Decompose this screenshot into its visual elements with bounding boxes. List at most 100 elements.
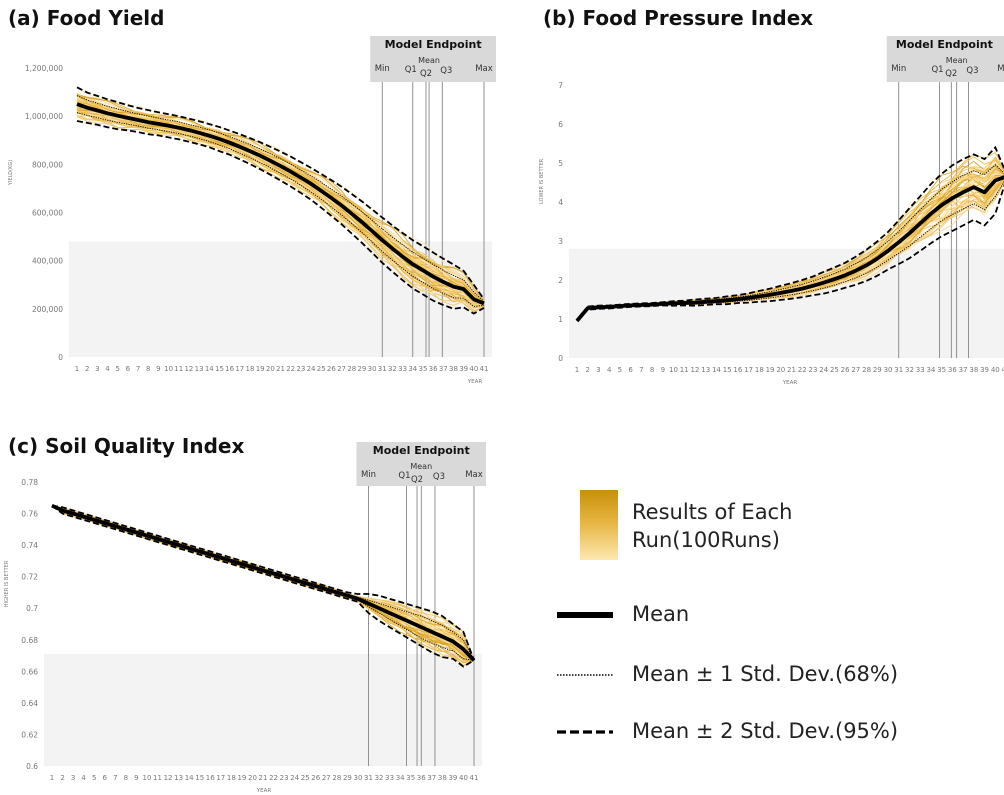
legend-runs-line2: Run(100Runs) [632,528,780,552]
x-tick-label: 35 [937,366,946,374]
x-axis-label: YEAR [782,380,798,386]
x-tick-label: 7 [639,366,643,374]
x-tick-label: 39 [459,365,468,373]
x-tick-label: 37 [439,365,448,373]
endpoint-header-box [356,442,486,486]
x-tick-label: 24 [290,774,299,782]
x-tick-label: 36 [429,365,438,373]
endpoint-label-min: Min [361,470,376,480]
x-tick-label: 20 [266,365,275,373]
x-tick-label: 21 [259,774,268,782]
x-tick-label: 29 [343,774,352,782]
x-tick-label: 6 [103,774,108,782]
x-tick-label: 34 [926,366,935,374]
sd2-upper-line [51,504,475,661]
y-tick-label: 400,000 [32,257,63,266]
y-tick-label: 0.78 [21,478,38,487]
x-tick-label: 13 [195,365,204,373]
x-tick-label: 32 [388,365,397,373]
x-tick-label: 9 [156,365,160,373]
x-tick-label: 36 [948,366,957,374]
x-tick-label: 5 [618,366,622,374]
endpoint-header-title: Model Endpoint [373,444,470,457]
x-tick-label: 30 [353,774,362,782]
x-tick-label: 19 [766,366,775,374]
x-tick-label: 2 [585,366,589,374]
x-tick-label: 40 [469,365,478,373]
endpoint-label-q3: Q3 [440,66,452,76]
x-tick-label: 18 [246,365,255,373]
x-tick-label: 23 [296,365,305,373]
x-tick-label: 32 [375,774,384,782]
x-tick-label: 5 [115,365,119,373]
x-tick-label: 20 [776,366,785,374]
y-tick-label: 0.66 [21,667,38,676]
endpoint-label-q1: Q1 [398,471,410,481]
legend-item-sd2: Mean ± 2 Std. Dev.(95%) [540,717,1000,747]
sd1-line-swatch [557,674,613,676]
x-tick-label: 22 [269,774,278,782]
x-tick-label: 23 [808,366,817,374]
endpoint-label-q3: Q3 [433,472,445,482]
endpoint-label-q2: Q2 [411,475,423,485]
x-tick-label: 37 [959,366,968,374]
x-tick-label: 1 [575,366,579,374]
x-tick-label: 25 [830,366,839,374]
x-tick-label: 7 [113,774,117,782]
x-tick-label: 27 [337,365,346,373]
x-tick-label: 16 [733,366,742,374]
x-tick-label: 24 [307,365,316,373]
endpoint-label-min: Min [375,64,390,74]
x-tick-label: 8 [124,774,128,782]
sd2-lower-line [76,120,485,315]
x-tick-label: 9 [661,366,665,374]
x-tick-label: 31 [894,366,903,374]
sd2-lower-line [51,504,475,668]
mean-line [51,503,476,662]
x-tick-label: 40 [991,366,1000,374]
x-tick-label: 2 [60,774,64,782]
x-tick-label: 27 [851,366,860,374]
x-tick-label: 29 [357,365,366,373]
x-tick-label: 40 [459,774,468,782]
x-tick-label: 3 [596,366,600,374]
low-value-shaded-region [69,241,492,357]
legend-runs-line1: Results of Each [632,500,793,524]
x-tick-label: 33 [385,774,394,782]
x-tick-label: 37 [427,774,436,782]
y-axis-label: YIELD(KG) [8,160,14,186]
x-tick-label: 15 [723,366,732,374]
runs-gradient-swatch [580,490,618,560]
x-axis-label: YEAR [256,788,272,794]
legend-item-mean: Mean [540,600,1000,630]
endpoint-label-max: Max [997,64,1004,74]
x-tick-label: 34 [408,365,417,373]
y-tick-label: 0.7 [26,604,38,613]
x-tick-label: 22 [286,365,295,373]
y-tick-label: 800,000 [32,160,63,169]
x-tick-label: 3 [95,365,99,373]
y-tick-label: 0.74 [21,541,38,550]
x-tick-label: 16 [206,774,215,782]
x-tick-label: 13 [174,774,183,782]
x-tick-label: 38 [969,366,978,374]
x-tick-label: 30 [884,366,893,374]
x-tick-label: 25 [301,774,310,782]
x-tick-label: 14 [205,365,214,373]
mean-line [76,102,485,306]
x-tick-label: 11 [153,774,162,782]
x-tick-label: 1 [50,774,54,782]
x-axis-label: YEAR [467,379,483,385]
y-tick-label: 4 [558,198,563,207]
y-tick-label: 0 [558,354,563,363]
y-axis-label: HIGHER IS BETTER [4,560,10,607]
legend-mean-label: Mean [632,602,690,626]
x-tick-label: 25 [317,365,326,373]
x-tick-label: 12 [691,366,700,374]
y-tick-label: 0.62 [21,730,38,739]
sd2-line-swatch [557,730,613,734]
x-tick-label: 11 [174,365,183,373]
x-tick-label: 29 [873,366,882,374]
x-tick-label: 26 [311,774,320,782]
x-tick-label: 27 [322,774,331,782]
